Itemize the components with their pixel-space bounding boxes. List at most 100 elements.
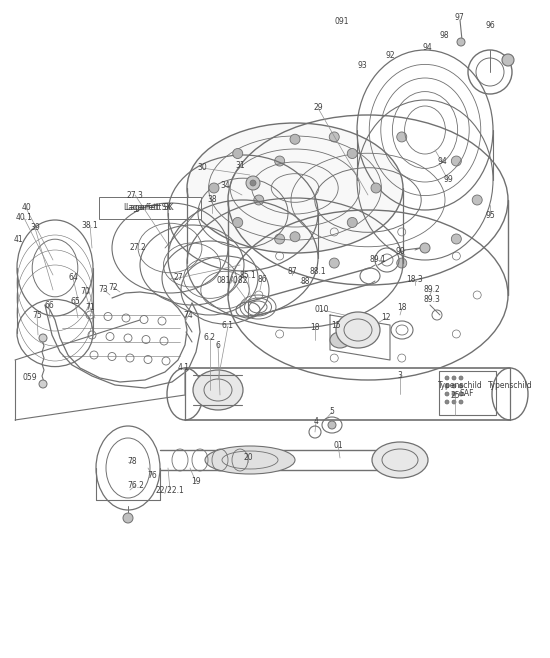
Text: 5: 5 — [329, 407, 334, 417]
Circle shape — [290, 232, 300, 241]
Text: 19: 19 — [191, 478, 201, 486]
Text: 15: 15 — [331, 320, 341, 330]
Text: 96: 96 — [485, 20, 495, 30]
Text: 64: 64 — [68, 274, 78, 282]
Text: 091: 091 — [335, 18, 349, 26]
Text: 4.1: 4.1 — [178, 363, 190, 372]
Text: 22/22.1: 22/22.1 — [156, 486, 184, 495]
Text: 98: 98 — [439, 30, 449, 39]
Text: 25: 25 — [450, 390, 460, 399]
Text: 29: 29 — [313, 103, 323, 113]
Text: 95: 95 — [485, 211, 495, 220]
Circle shape — [502, 54, 514, 66]
Text: 88: 88 — [300, 278, 310, 286]
Circle shape — [233, 218, 243, 228]
Ellipse shape — [330, 332, 350, 348]
Text: 010: 010 — [315, 305, 329, 315]
Text: 89.3: 89.3 — [424, 295, 441, 305]
Text: 081/082: 081/082 — [216, 276, 248, 284]
Text: 90: 90 — [395, 247, 405, 257]
Text: 73: 73 — [98, 284, 108, 293]
Circle shape — [246, 176, 260, 190]
FancyBboxPatch shape — [439, 371, 496, 415]
Circle shape — [452, 376, 456, 380]
Text: 86: 86 — [257, 276, 267, 284]
Circle shape — [457, 38, 465, 46]
Text: Typenschild: Typenschild — [438, 380, 482, 390]
Text: 30: 30 — [197, 163, 207, 172]
Text: 66: 66 — [44, 301, 54, 309]
Text: 18.3: 18.3 — [406, 276, 424, 284]
Text: Typenschild: Typenschild — [488, 380, 533, 390]
Text: 41: 41 — [13, 236, 23, 245]
Circle shape — [445, 400, 449, 404]
Circle shape — [209, 183, 219, 193]
Text: 34: 34 — [220, 182, 230, 191]
Text: SAF: SAF — [460, 388, 474, 397]
Circle shape — [39, 380, 47, 388]
Ellipse shape — [187, 123, 403, 253]
Ellipse shape — [336, 312, 380, 348]
Circle shape — [452, 392, 456, 396]
Text: 6.1: 6.1 — [222, 322, 234, 330]
Text: 97: 97 — [454, 14, 464, 22]
Text: 78: 78 — [127, 457, 137, 467]
Text: 6: 6 — [216, 340, 221, 349]
Circle shape — [347, 218, 358, 228]
Circle shape — [274, 234, 285, 244]
Text: 39: 39 — [30, 224, 40, 232]
Text: 4: 4 — [314, 417, 318, 426]
Circle shape — [254, 195, 264, 205]
Text: 01: 01 — [333, 440, 343, 449]
Circle shape — [274, 156, 285, 166]
Circle shape — [250, 180, 256, 186]
Text: 75: 75 — [32, 311, 42, 320]
Text: 88.1: 88.1 — [310, 268, 326, 276]
Text: 74: 74 — [183, 311, 193, 320]
Circle shape — [397, 132, 407, 142]
Text: 89.1: 89.1 — [370, 255, 386, 265]
Circle shape — [452, 384, 456, 388]
Text: 72: 72 — [108, 282, 118, 291]
Text: 87: 87 — [287, 268, 297, 276]
Text: 94: 94 — [422, 43, 432, 53]
Text: Lagerfett SK: Lagerfett SK — [126, 203, 174, 213]
Circle shape — [329, 258, 339, 268]
Text: 6.2: 6.2 — [204, 334, 216, 343]
Ellipse shape — [193, 370, 243, 410]
Text: 27: 27 — [173, 274, 183, 282]
Text: 12: 12 — [381, 313, 390, 322]
Text: 70: 70 — [80, 288, 90, 297]
Text: 3: 3 — [398, 370, 403, 380]
Text: 059: 059 — [23, 374, 37, 382]
FancyBboxPatch shape — [99, 197, 201, 219]
Circle shape — [472, 195, 482, 205]
Circle shape — [233, 149, 243, 159]
Circle shape — [347, 149, 358, 159]
Text: 20: 20 — [243, 453, 253, 463]
Text: 38.1: 38.1 — [81, 220, 98, 230]
Circle shape — [459, 376, 463, 380]
Circle shape — [445, 384, 449, 388]
Circle shape — [452, 156, 461, 166]
Text: 40: 40 — [21, 203, 31, 213]
Text: 38: 38 — [207, 195, 217, 205]
Text: 31: 31 — [235, 161, 245, 170]
Circle shape — [459, 400, 463, 404]
Circle shape — [445, 376, 449, 380]
Circle shape — [452, 234, 461, 244]
Text: 71: 71 — [85, 303, 95, 313]
Text: 89.2: 89.2 — [424, 286, 441, 295]
Text: 40.1: 40.1 — [15, 213, 32, 222]
Circle shape — [329, 132, 339, 142]
Text: Lagerfett SK: Lagerfett SK — [124, 203, 172, 211]
Circle shape — [39, 334, 47, 342]
Circle shape — [123, 513, 133, 523]
Text: 76.2: 76.2 — [128, 480, 145, 490]
Circle shape — [371, 183, 381, 193]
Text: 76: 76 — [147, 470, 157, 480]
Ellipse shape — [205, 446, 295, 474]
Text: 99: 99 — [443, 176, 453, 184]
Circle shape — [420, 243, 430, 253]
Circle shape — [445, 392, 449, 396]
